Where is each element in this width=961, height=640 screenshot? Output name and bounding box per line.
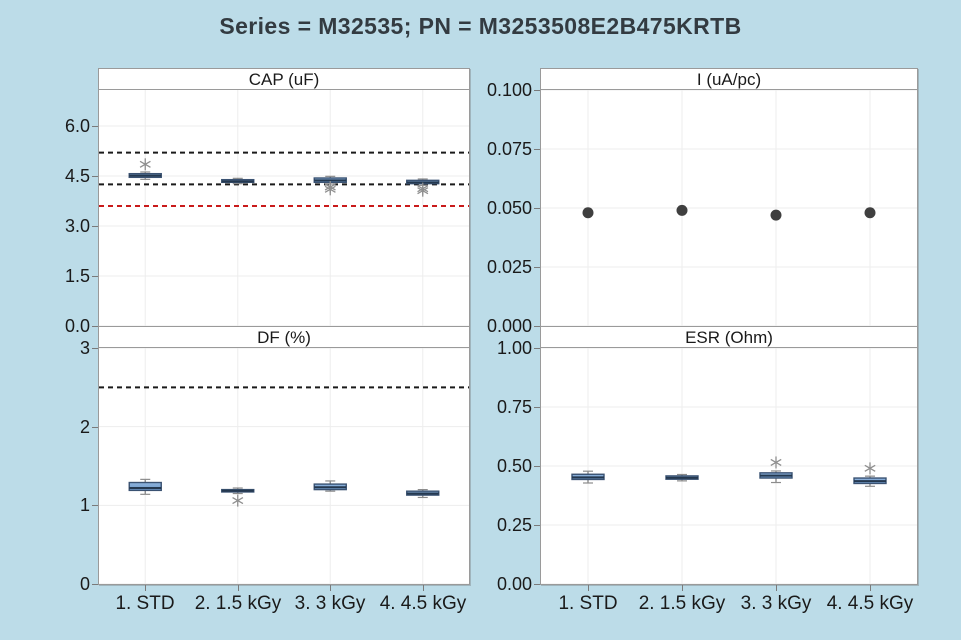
- panel-title-i: I (uA/pc): [541, 69, 917, 89]
- outlier-marker: [139, 158, 151, 171]
- y-tick-label: 0.100: [486, 80, 532, 100]
- x-tick-label: 4. 4.5 kGy: [826, 593, 914, 614]
- y-axis-tick: [534, 90, 540, 91]
- y-tick-label: 0.75: [496, 397, 532, 417]
- boxplot: [313, 175, 347, 196]
- x-tick-label: 4. 4.5 kGy: [379, 593, 467, 614]
- boxplot: [128, 158, 162, 180]
- y-tick-label: 6.0: [64, 116, 90, 136]
- data-point: [676, 204, 688, 216]
- y-axis-tick: [92, 348, 98, 349]
- y-axis-tick: [534, 348, 540, 349]
- panel-title-df: DF (%): [99, 327, 469, 347]
- y-axis-tick: [92, 326, 98, 327]
- outlier-marker: [232, 494, 244, 507]
- panel-group-right: I (uA/pc) ESR (Ohm): [540, 68, 918, 585]
- x-axis-tick: [238, 585, 239, 591]
- boxplot: [406, 178, 440, 197]
- x-axis-tick: [682, 585, 683, 591]
- panel-plot-holder-cap: [99, 90, 469, 331]
- y-axis-tick: [92, 427, 98, 428]
- boxplot: [571, 470, 605, 484]
- x-tick-label: 2. 1.5 kGy: [194, 593, 282, 614]
- boxplot: [406, 489, 440, 499]
- boxplot: [221, 487, 255, 507]
- y-tick-label: 0.0: [64, 316, 90, 336]
- panel-plot-holder-df: [99, 347, 469, 589]
- y-tick-label: 0.00: [496, 574, 532, 594]
- boxplot: [665, 473, 699, 482]
- y-axis-tick: [534, 149, 540, 150]
- y-axis-tick: [534, 407, 540, 408]
- boxplot: [221, 177, 255, 185]
- y-tick-label: 0.025: [486, 257, 532, 277]
- outlier-marker: [417, 184, 429, 197]
- y-axis-tick: [534, 267, 540, 268]
- y-axis-tick: [534, 525, 540, 526]
- y-axis-tick: [92, 226, 98, 227]
- y-tick-label: 1: [79, 495, 90, 515]
- x-axis-tick: [870, 585, 871, 591]
- panel-separator: [99, 89, 469, 90]
- panel-group-left: CAP (uF) DF (%): [98, 68, 470, 585]
- panel-plot-i: [541, 89, 917, 327]
- boxplot: [759, 456, 793, 484]
- panel-separator: [541, 326, 917, 327]
- boxplot: [853, 462, 887, 487]
- x-axis-tick: [776, 585, 777, 591]
- y-axis-tick: [92, 584, 98, 585]
- x-axis-tick: [423, 585, 424, 591]
- chart-title: Series = M32535; PN = M3253508E2B475KRTB: [219, 13, 742, 39]
- data-point: [770, 209, 782, 221]
- x-tick-label: 1. STD: [558, 593, 618, 614]
- y-tick-label: 0.000: [486, 316, 532, 336]
- panel-plot-df: [99, 347, 469, 585]
- x-axis-tick: [145, 585, 146, 591]
- y-tick-label: 2: [79, 417, 90, 437]
- x-tick-label: 3. 3 kGy: [294, 593, 366, 614]
- y-tick-label: 0.50: [496, 456, 532, 476]
- y-axis-tick: [92, 126, 98, 127]
- outlier-marker: [770, 456, 782, 469]
- y-tick-label: 3.0: [64, 216, 90, 236]
- y-axis-tick: [92, 505, 98, 506]
- panel-title-esr: ESR (Ohm): [541, 327, 917, 347]
- y-tick-label: 1.00: [496, 338, 532, 358]
- boxplot: [128, 478, 162, 495]
- panel-separator: [99, 326, 469, 327]
- panel-plot-holder-esr: [541, 347, 917, 589]
- y-tick-label: 3: [79, 338, 90, 358]
- y-tick-label: 0.075: [486, 139, 532, 159]
- y-axis-tick: [534, 208, 540, 209]
- y-axis-tick: [92, 176, 98, 177]
- panel-plot-cap: [99, 90, 469, 327]
- boxplot: [313, 480, 347, 492]
- x-tick-label: 1. STD: [115, 593, 175, 614]
- data-point: [582, 207, 594, 219]
- outlier-marker: [864, 462, 876, 475]
- x-tick-label: 2. 1.5 kGy: [638, 593, 726, 614]
- y-tick-label: 0.25: [496, 515, 532, 535]
- x-axis-tick: [330, 585, 331, 591]
- outlier-marker: [324, 183, 336, 196]
- panel-plot-holder-i: [541, 89, 917, 331]
- y-axis-tick: [534, 326, 540, 327]
- y-axis-tick: [534, 584, 540, 585]
- y-axis-tick: [92, 276, 98, 277]
- y-tick-label: 0.050: [486, 198, 532, 218]
- y-tick-label: 1.5: [64, 266, 90, 286]
- y-axis-tick: [534, 466, 540, 467]
- y-tick-label: 0: [79, 574, 90, 594]
- y-tick-label: 4.5: [64, 166, 90, 186]
- x-axis-tick: [588, 585, 589, 591]
- x-tick-label: 3. 3 kGy: [740, 593, 812, 614]
- panel-plot-esr: [541, 347, 917, 585]
- panel-title-cap: CAP (uF): [99, 69, 469, 89]
- data-point: [864, 207, 876, 219]
